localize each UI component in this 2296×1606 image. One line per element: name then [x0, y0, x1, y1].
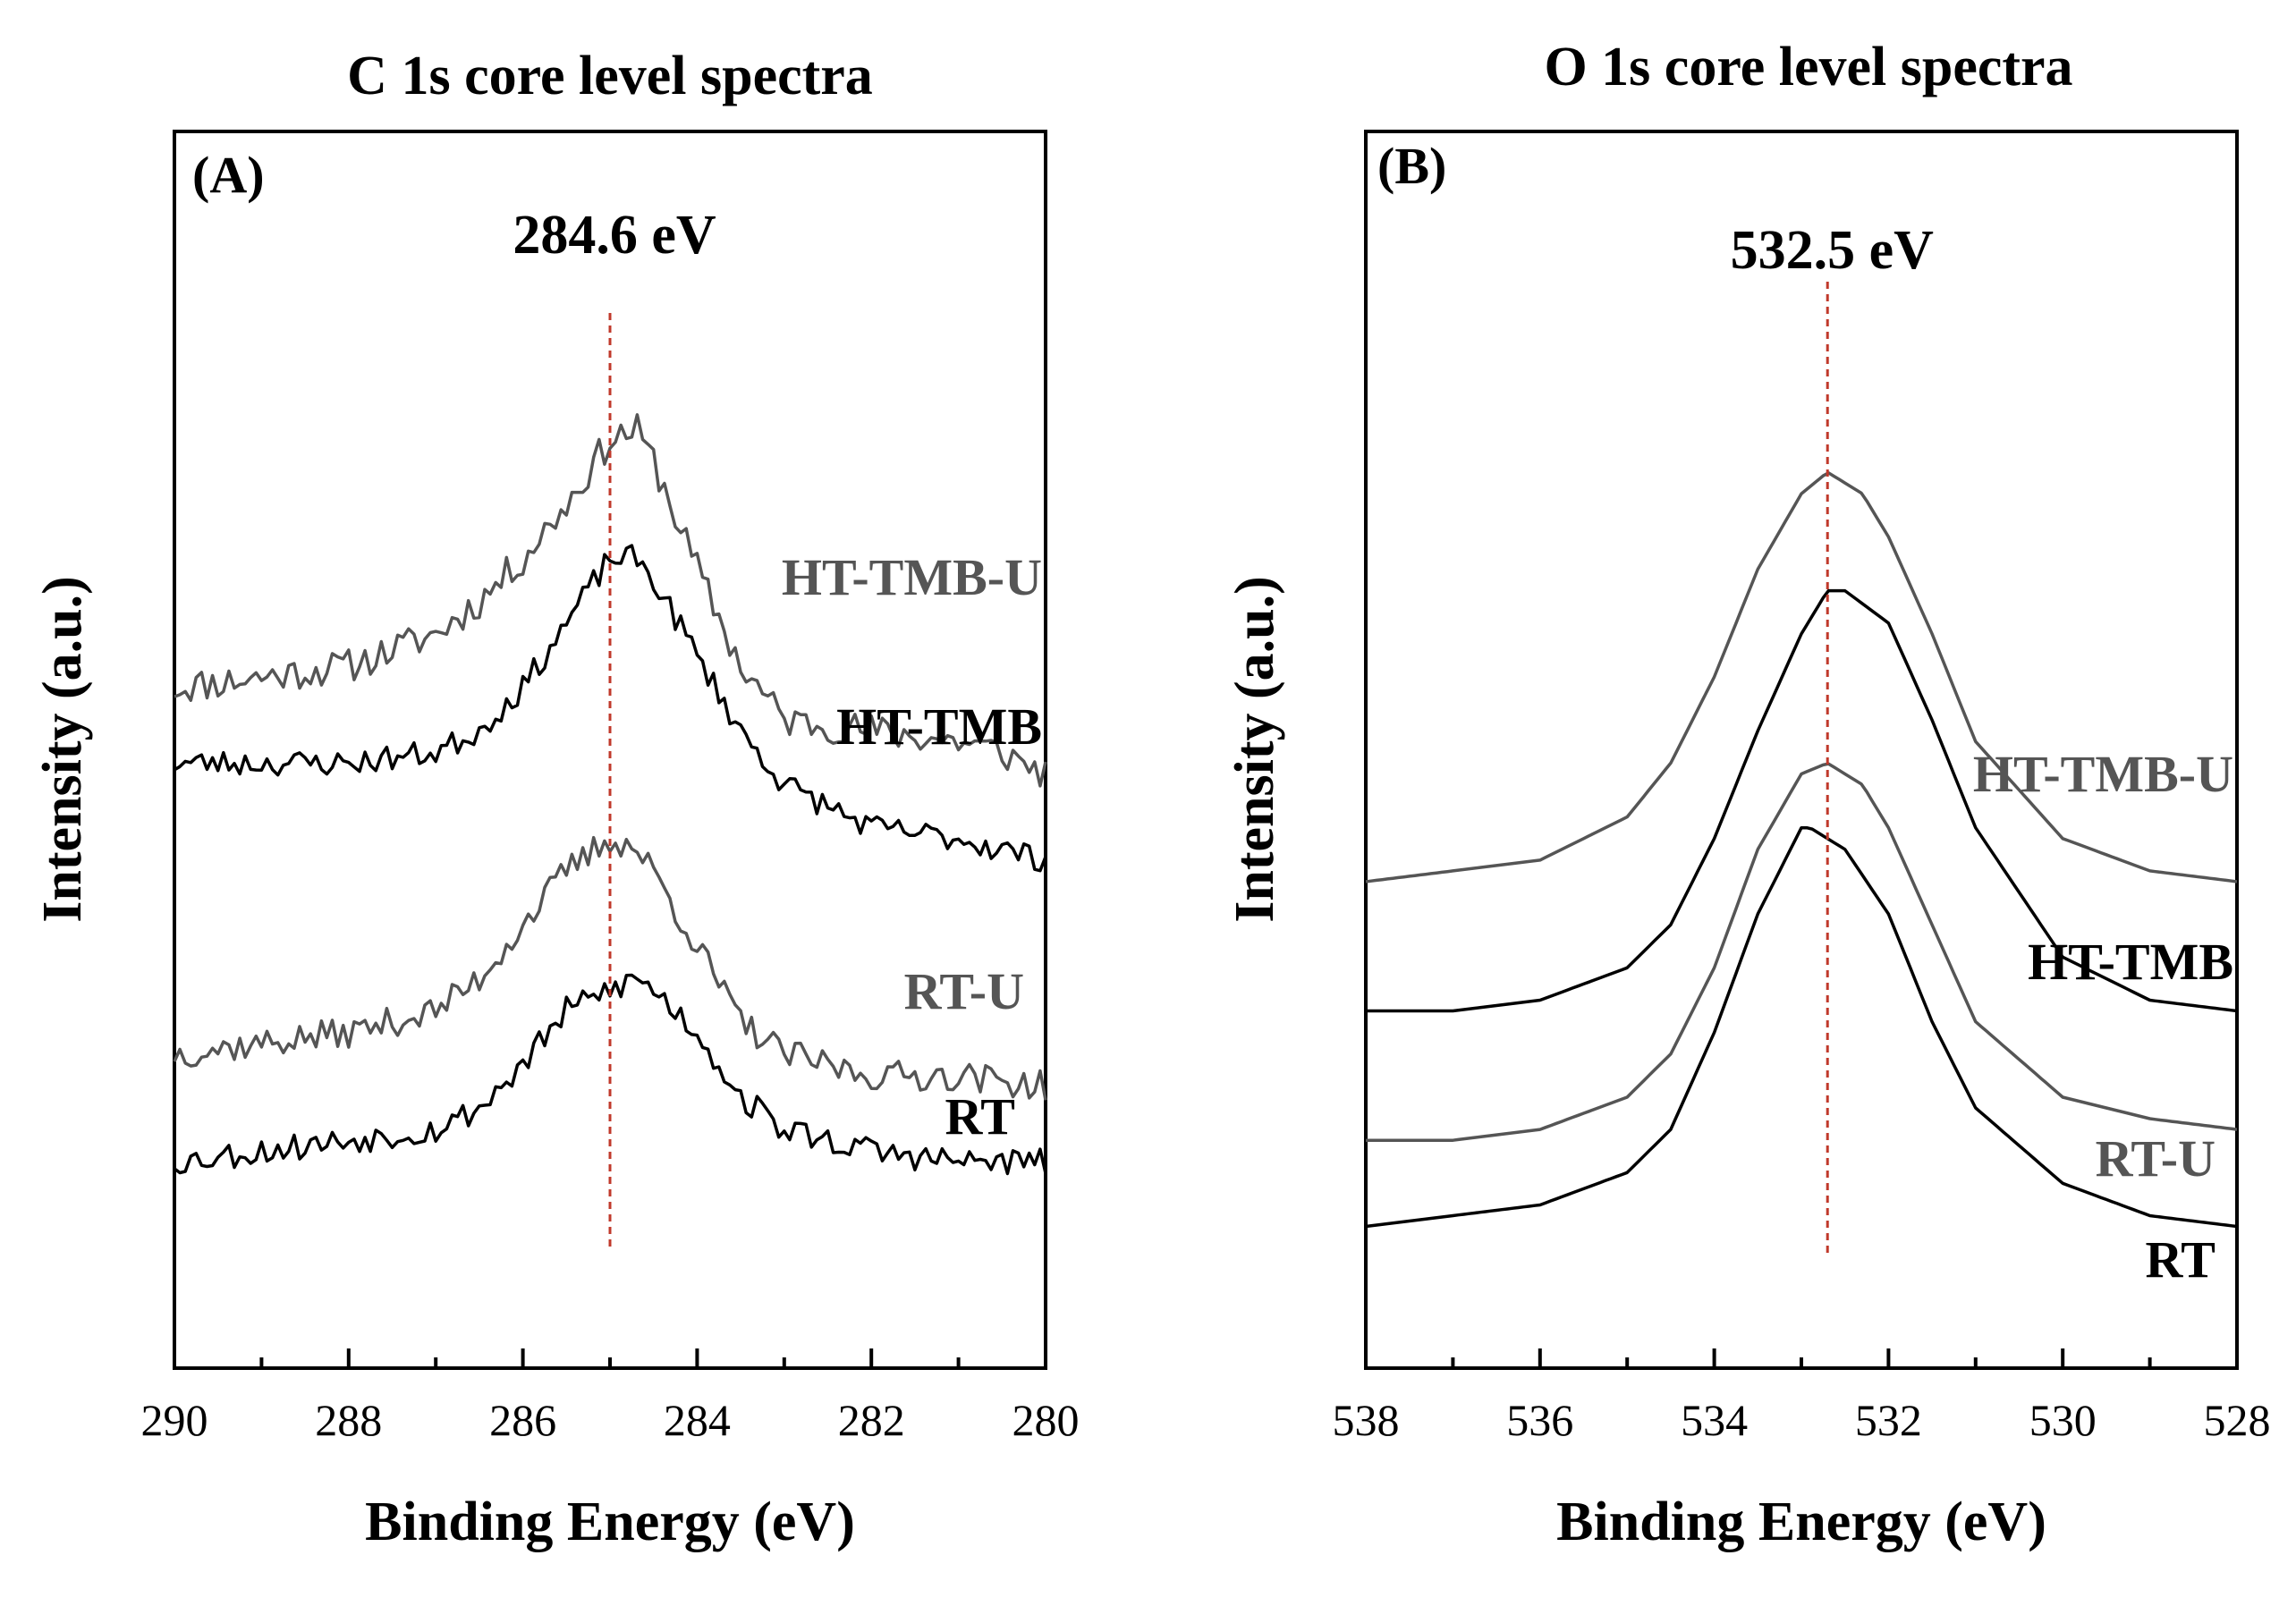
- panel-b-x-axis-label: Binding Energy (eV): [1556, 1492, 2046, 1552]
- panel-a-series-line-ht-tmb: [174, 544, 1047, 873]
- panel-b-title: O 1s core level spectra: [1544, 37, 2072, 97]
- panel-b-series: [1365, 471, 2238, 1229]
- panel-a-series-labels: HT-TMB-U HT-TMB RT-U RT: [782, 548, 1042, 1145]
- panel-a-x-ticks: [173, 1348, 1047, 1368]
- panel-b-x-ticks: [1364, 1348, 2239, 1368]
- panel-a-series-line-ht-tmb-u: [174, 413, 1047, 788]
- panel-a-x-tick-label: 290: [141, 1395, 208, 1445]
- panel-b-x-tick-labels: 538 536 534 532 530 528: [1333, 1395, 2271, 1445]
- panel-a-x-axis-label: Binding Energy (eV): [365, 1492, 855, 1552]
- panel-a-series-label-rt-u: RT-U: [904, 962, 1024, 1020]
- panel-b-x-tick-label: 534: [1681, 1395, 1748, 1445]
- panel-a-x-tick-label: 288: [315, 1395, 382, 1445]
- panel-b-series-line-rt-u: [1366, 762, 2238, 1142]
- panel-b-peak-label: 532.5 eV: [1731, 220, 1935, 281]
- panel-b-label: (B): [1377, 137, 1446, 195]
- panel-a-x-tick-labels: 290 288 286 284 282 280: [141, 1395, 1080, 1445]
- panel-b-series-label-ht-tmb: HT-TMB: [2028, 933, 2233, 991]
- panel-b-series-labels: HT-TMB-U HT-TMB RT-U RT: [1973, 745, 2233, 1289]
- panel-b-series-label-rt: RT: [2145, 1230, 2216, 1289]
- panel-b-series-line-rt: [1365, 825, 2238, 1229]
- panel-a-label: (A): [192, 146, 265, 204]
- panel-a-series-label-ht-tmb: HT-TMB: [836, 697, 1042, 756]
- panel-b-x-tick-label: 528: [2204, 1395, 2271, 1445]
- panel-b-x-tick-label: 532: [1855, 1395, 1922, 1445]
- panel-a-series-label-ht-tmb-u: HT-TMB-U: [782, 548, 1042, 606]
- panel-a-x-tick-label: 280: [1012, 1395, 1080, 1445]
- panel-b-y-axis-label: Intensity (a.u.): [1224, 576, 1285, 923]
- panel-a-x-tick-label: 282: [838, 1395, 905, 1445]
- panel-b-x-tick-label: 538: [1333, 1395, 1400, 1445]
- panel-b-series-label-rt-u: RT-U: [2096, 1129, 2216, 1188]
- panel-b-series-line-ht-tmb-u: [1365, 471, 2238, 883]
- panel-b-series-line-ht-tmb: [1366, 588, 2238, 1013]
- panel-b: O 1s core level spectra (B) Binding Ener…: [1224, 37, 2271, 1552]
- panel-a-x-tick-label: 284: [664, 1395, 731, 1445]
- panel-b-x-tick-label: 536: [1506, 1395, 1573, 1445]
- panel-b-series-label-ht-tmb-u: HT-TMB-U: [1973, 745, 2233, 803]
- panel-a-x-tick-label: 286: [489, 1395, 556, 1445]
- panel-a-y-axis-label: Intensity (a.u.): [32, 576, 93, 923]
- panel-a-title: C 1s core level spectra: [347, 46, 873, 106]
- panel-a: C 1s core level spectra (A) Binding Ener…: [32, 46, 1080, 1552]
- panel-a-peak-label: 284.6 eV: [513, 205, 716, 266]
- panel-a-series-label-rt: RT: [945, 1087, 1015, 1145]
- panel-b-x-tick-label: 530: [2029, 1395, 2097, 1445]
